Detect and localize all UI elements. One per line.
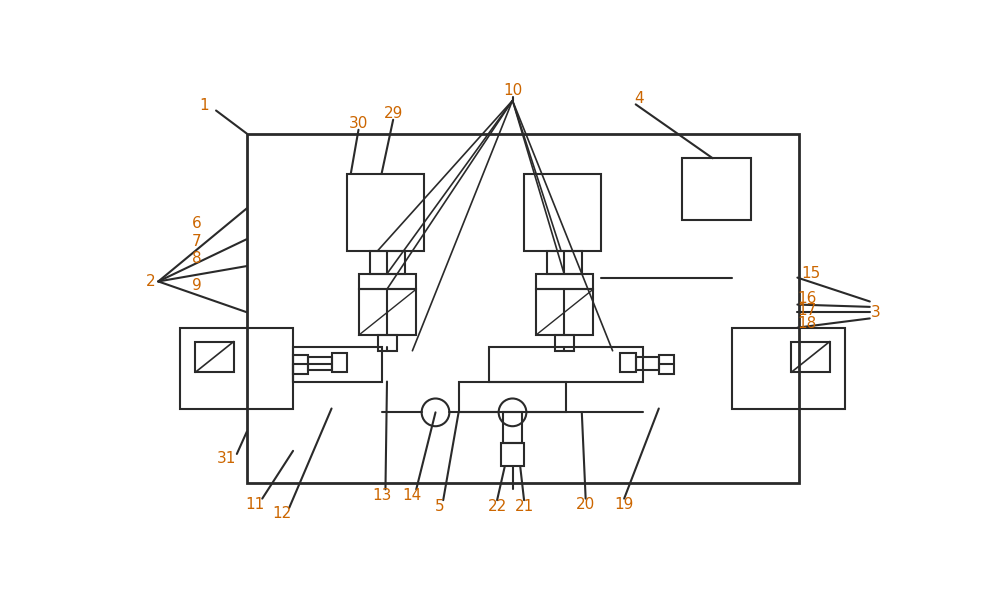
Bar	[293, 354, 308, 374]
Bar	[636, 357, 659, 370]
Bar	[791, 341, 830, 372]
Text: 14: 14	[403, 488, 422, 503]
Bar	[332, 353, 347, 371]
Bar	[536, 274, 593, 289]
Text: 6: 6	[192, 216, 202, 231]
Text: 2: 2	[146, 274, 155, 289]
Text: 10: 10	[503, 83, 522, 98]
Text: 17: 17	[797, 303, 816, 318]
Bar	[378, 335, 397, 351]
Bar	[247, 134, 799, 483]
Bar	[180, 328, 293, 408]
Bar	[195, 341, 234, 372]
Bar	[620, 353, 636, 371]
Text: 4: 4	[635, 91, 644, 105]
Text: 12: 12	[272, 506, 291, 522]
Bar	[503, 413, 522, 443]
Text: 8: 8	[192, 251, 202, 266]
Text: 21: 21	[514, 499, 534, 514]
Text: 31: 31	[216, 451, 236, 466]
Text: 15: 15	[802, 266, 821, 281]
Text: 19: 19	[614, 497, 634, 512]
Text: 7: 7	[192, 234, 202, 249]
Bar	[459, 381, 566, 413]
Text: 11: 11	[245, 497, 264, 512]
Text: 18: 18	[797, 316, 816, 331]
Bar	[659, 354, 674, 374]
Bar	[501, 443, 524, 466]
Text: 30: 30	[349, 116, 368, 131]
Bar	[358, 289, 416, 335]
Bar	[682, 158, 751, 220]
Text: 3: 3	[871, 305, 881, 320]
Text: 1: 1	[200, 99, 209, 113]
Bar	[547, 251, 582, 274]
Bar	[358, 274, 416, 289]
Text: 16: 16	[797, 291, 816, 306]
Bar	[347, 173, 424, 251]
Bar	[489, 347, 643, 381]
Text: 9: 9	[192, 278, 202, 293]
Bar	[370, 251, 405, 274]
Text: 5: 5	[435, 499, 444, 514]
Text: 13: 13	[372, 488, 391, 503]
Bar	[555, 335, 574, 351]
Bar	[536, 289, 593, 335]
Bar	[308, 357, 332, 370]
Text: 29: 29	[383, 106, 403, 121]
Bar	[293, 347, 382, 381]
Text: 20: 20	[576, 497, 595, 512]
Text: 22: 22	[487, 499, 507, 514]
Bar	[524, 173, 601, 251]
Bar	[732, 328, 845, 408]
